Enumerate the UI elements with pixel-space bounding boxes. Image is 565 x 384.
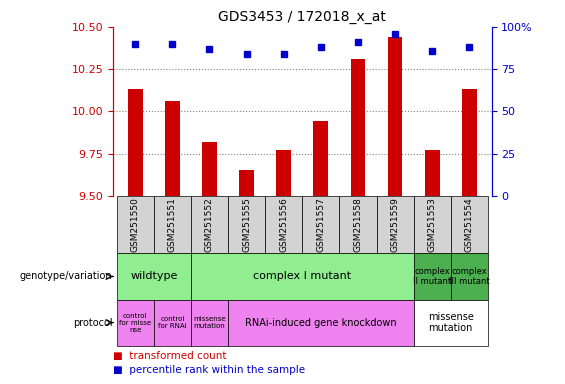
Bar (117, 253, 191, 300)
Text: genotype/variation: genotype/variation (20, 271, 112, 281)
Text: ■  percentile rank within the sample: ■ percentile rank within the sample (113, 365, 305, 375)
Text: complex
II mutant: complex II mutant (413, 267, 451, 286)
Bar (154, 300, 191, 346)
Bar (451, 253, 488, 300)
Bar (128, 89, 143, 196)
Text: GSM251556: GSM251556 (279, 197, 288, 252)
Text: control
for misse
nse: control for misse nse (119, 313, 151, 333)
Bar (239, 170, 254, 196)
Text: GSM251553: GSM251553 (428, 197, 437, 252)
Text: GSM251550: GSM251550 (131, 197, 140, 252)
Bar (340, 196, 376, 253)
Bar (376, 196, 414, 253)
Text: missense
mutation: missense mutation (193, 316, 226, 329)
Bar (425, 150, 440, 196)
Bar (462, 89, 477, 196)
Text: GSM251551: GSM251551 (168, 197, 177, 252)
Bar (228, 300, 414, 346)
Bar (117, 300, 154, 346)
Text: GSM251552: GSM251552 (205, 197, 214, 252)
Bar (276, 150, 291, 196)
Text: GSM251559: GSM251559 (390, 197, 399, 252)
Bar (228, 196, 265, 253)
Bar (302, 196, 340, 253)
Bar (117, 196, 154, 253)
Text: complex
III mutant: complex III mutant (449, 267, 490, 286)
Text: GSM251555: GSM251555 (242, 197, 251, 252)
Text: wildtype: wildtype (130, 271, 177, 281)
Bar (414, 300, 488, 346)
Text: missense
mutation: missense mutation (428, 312, 473, 333)
Text: protocol: protocol (73, 318, 112, 328)
Text: GSM251558: GSM251558 (354, 197, 362, 252)
Bar (191, 300, 228, 346)
Text: control
for RNAi: control for RNAi (158, 316, 186, 329)
Title: GDS3453 / 172018_x_at: GDS3453 / 172018_x_at (218, 10, 386, 25)
Bar (154, 196, 191, 253)
Bar (414, 196, 451, 253)
Text: GSM251554: GSM251554 (465, 197, 474, 252)
Bar (388, 37, 402, 196)
Bar (191, 196, 228, 253)
Text: GSM251557: GSM251557 (316, 197, 325, 252)
Bar (191, 253, 414, 300)
Bar (414, 253, 451, 300)
Bar (314, 121, 328, 196)
Bar (451, 196, 488, 253)
Bar (165, 101, 180, 196)
Text: complex I mutant: complex I mutant (253, 271, 351, 281)
Bar (202, 142, 217, 196)
Text: ■  transformed count: ■ transformed count (113, 351, 227, 361)
Text: RNAi-induced gene knockdown: RNAi-induced gene knockdown (245, 318, 397, 328)
Bar (265, 196, 302, 253)
Bar (350, 59, 366, 196)
